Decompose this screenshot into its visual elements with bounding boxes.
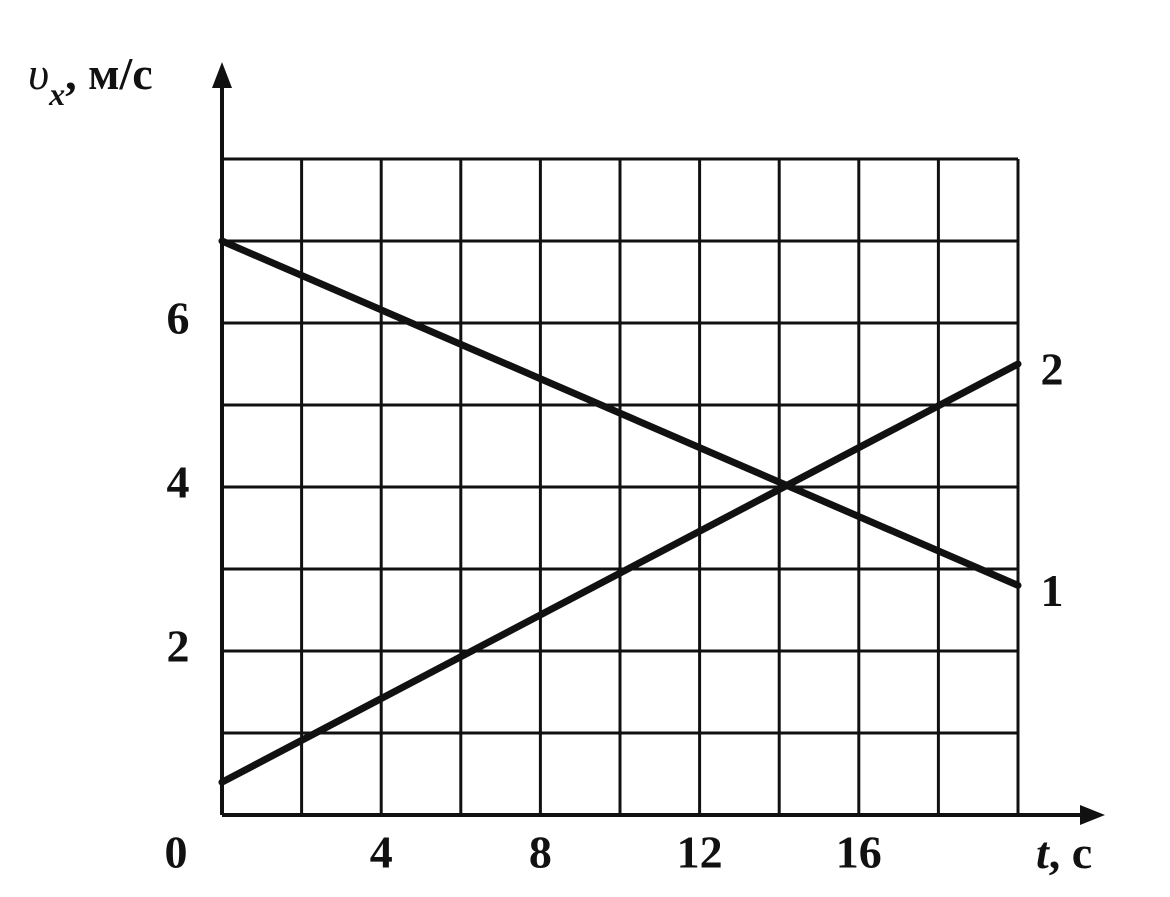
- x-tick-label: 12: [677, 827, 723, 878]
- x-tick-label: 4: [370, 827, 393, 878]
- x-axis-label: t, с: [1036, 827, 1092, 878]
- y-label-symbol: υ: [28, 48, 49, 99]
- x-label-unit: , с: [1049, 827, 1092, 878]
- x-label-symbol: t: [1036, 827, 1050, 878]
- y-tick-label: 2: [167, 621, 190, 672]
- x-tick-label: 16: [836, 827, 882, 878]
- x-tick-label: 0: [165, 827, 188, 878]
- y-axis-arrow: [212, 62, 232, 88]
- y-tick-label: 4: [167, 457, 190, 508]
- series-label: 1: [1041, 565, 1064, 616]
- series-line: [218, 237, 1022, 589]
- series-label: 2: [1041, 344, 1064, 395]
- y-label-subscript: x: [48, 76, 65, 112]
- x-tick-label: 8: [529, 827, 552, 878]
- x-axis-arrow: [1080, 805, 1105, 825]
- y-tick-label: 6: [167, 293, 190, 344]
- y-axis-label: υx, м/с: [28, 48, 153, 113]
- series-line: [218, 360, 1022, 786]
- y-label-unit: , м/с: [65, 48, 153, 99]
